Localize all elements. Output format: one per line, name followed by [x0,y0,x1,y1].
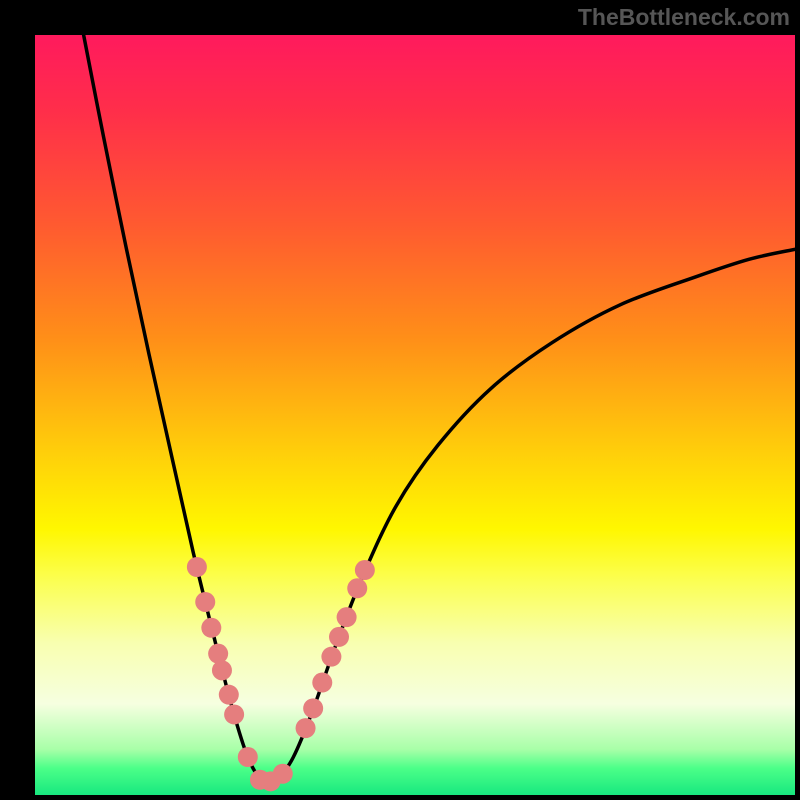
data-marker [347,578,367,598]
data-marker [303,698,323,718]
data-marker [321,647,341,667]
data-marker [238,747,258,767]
data-marker [296,718,316,738]
data-marker [329,627,349,647]
data-marker [208,644,228,664]
chart-container: TheBottleneck.com [0,0,800,800]
data-marker [355,560,375,580]
data-marker [187,557,207,577]
watermark-text: TheBottleneck.com [578,4,790,31]
data-marker [273,764,293,784]
data-marker [219,685,239,705]
gradient-background [35,35,795,795]
data-marker [337,607,357,627]
plot-svg [35,35,795,795]
data-marker [224,704,244,724]
data-marker [201,618,221,638]
data-marker [312,673,332,693]
data-marker [195,592,215,612]
data-marker [212,660,232,680]
